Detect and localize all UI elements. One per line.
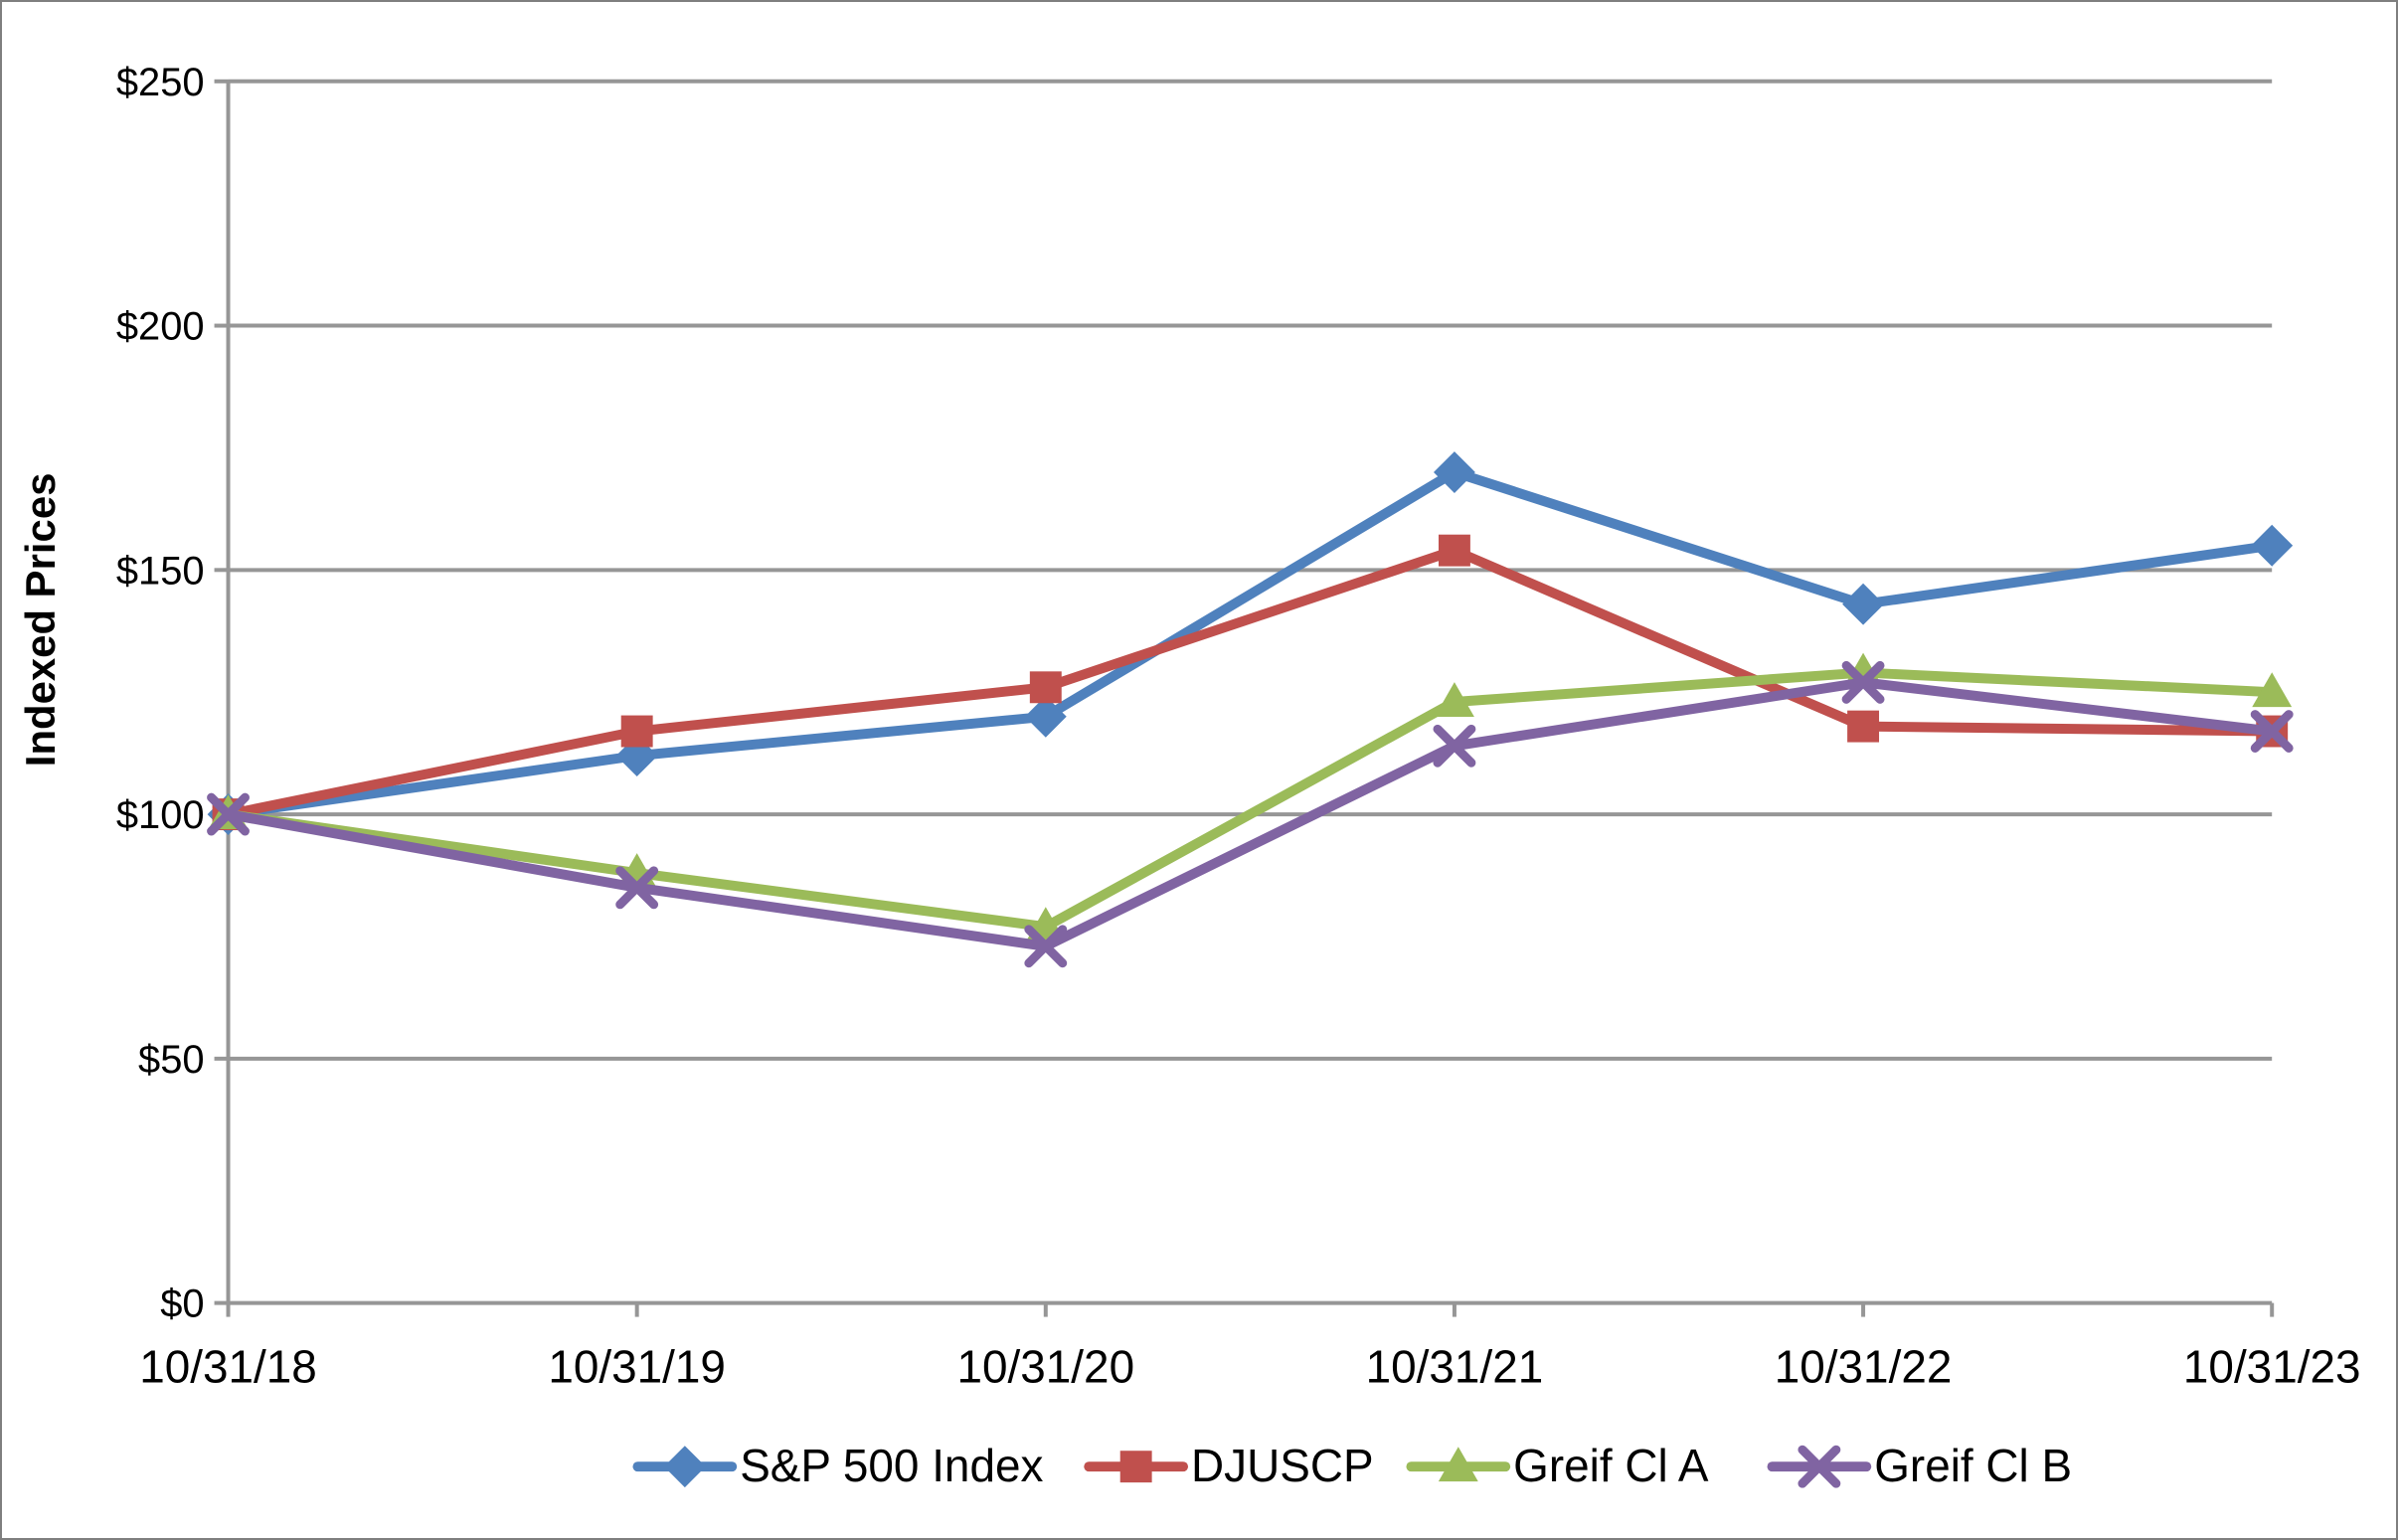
data-point-marker-greif-cl-b-1 [615,866,659,910]
y-tick-label: $200 [116,305,205,349]
data-point-marker-greif-cl-b-3 [1433,724,1476,768]
series-line-s-p-500-index [223,467,2278,820]
legend-item-greif-cl-a: Greif Cl A [1406,1440,1709,1491]
legend-marker-square-icon [1119,1451,1152,1483]
legend-marker-x-icon [1798,1445,1841,1488]
legend-label: S&P 500 Index [740,1440,1043,1491]
data-point-marker-greif-cl-b-0 [207,792,250,836]
legend-item-djuscp: DJUSCP [1084,1440,1374,1491]
data-point-marker-greif-cl-a-5 [2252,672,2293,708]
legend-marker-triangle-icon [1438,1447,1478,1482]
data-point-marker-s-p-500-index-2 [1024,695,1067,738]
data-point-marker-greif-cl-b-4 [1841,660,1885,704]
data-point-marker-s-p-500-index-3 [1433,451,1475,493]
x-tick-label: 10/31/23 [2183,1340,2361,1392]
legend-label: Greif Cl A [1513,1440,1709,1491]
data-point-marker-djuscp-3 [1438,534,1470,567]
data-point-marker-s-p-500-index-4 [1842,583,1885,625]
data-point-marker-djuscp-4 [1847,710,1880,743]
y-tick-label: $250 [116,61,205,104]
legend-label: Greif Cl B [1874,1440,2072,1491]
x-tick-label: 10/31/22 [1775,1340,1953,1392]
legend-label: DJUSCP [1191,1440,1374,1491]
y-axis-title: Indexed Prices [17,473,64,768]
data-point-marker-s-p-500-index-5 [2251,524,2294,567]
x-tick-label: 10/31/21 [1366,1340,1544,1392]
x-tick-label: 10/31/18 [139,1340,317,1392]
legend-item-s-p-500-index: S&P 500 Index [632,1440,1043,1491]
data-point-marker-greif-cl-a-3 [1434,682,1474,717]
y-tick-label: $100 [116,793,205,837]
data-point-marker-greif-cl-b-5 [2250,710,2294,753]
series-line-greif-cl-a [223,667,2278,933]
series-line-greif-cl-b [223,677,2278,951]
series-greif-cl-b [207,660,2294,968]
legend-marker-diamond-icon [663,1446,706,1488]
series-line-djuscp [223,545,2278,820]
data-point-marker-greif-cl-b-2 [1024,925,1068,968]
legend-item-greif-cl-b: Greif Cl B [1767,1440,2072,1491]
data-point-marker-djuscp-1 [620,715,653,748]
y-tick-label: $50 [138,1038,205,1082]
x-tick-label: 10/31/20 [957,1340,1135,1392]
series-s-p-500-index [207,451,2294,836]
y-tick-label: $0 [160,1283,204,1326]
data-point-marker-djuscp-2 [1029,671,1062,704]
y-tick-label: $150 [116,549,205,593]
legend: S&P 500 Index DJUSCP Greif Cl A Greif Cl B [632,1440,2072,1491]
x-tick-label: 10/31/19 [548,1340,726,1392]
